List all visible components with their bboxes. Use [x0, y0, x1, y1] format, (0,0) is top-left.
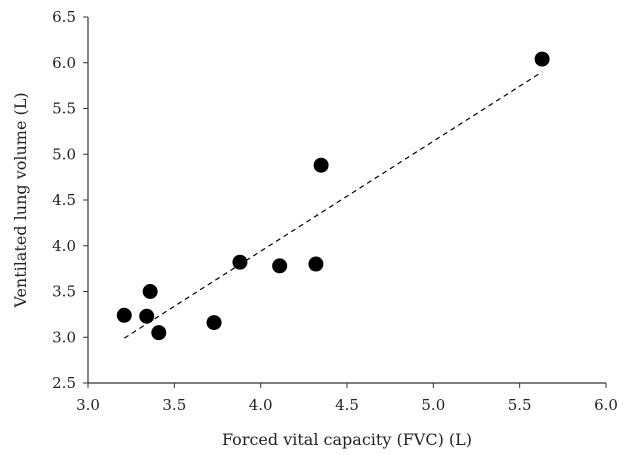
x-tick-label: 5.5	[508, 396, 532, 414]
data-point	[272, 258, 288, 274]
y-tick-label: 5.0	[52, 145, 76, 163]
y-axis-ticks: 2.5 3.0 3.5 4.0 4.5 5.0 5.5 6.0 6.5	[52, 8, 88, 392]
y-tick-label: 2.5	[52, 374, 76, 392]
trendline	[123, 71, 543, 339]
y-tick-label: 5.5	[52, 100, 76, 118]
x-tick-label: 4.5	[335, 396, 359, 414]
y-tick-label: 6.5	[52, 8, 76, 26]
data-point	[313, 157, 329, 173]
x-tick-label: 3.5	[162, 396, 186, 414]
y-tick-label: 4.0	[52, 237, 76, 255]
data-points	[116, 51, 550, 341]
x-tick-label: 6.0	[594, 396, 618, 414]
x-axis-ticks: 3.0 3.5 4.0 4.5 5.0 5.5 6.0	[76, 383, 618, 414]
data-point	[232, 254, 248, 270]
y-tick-label: 3.0	[52, 328, 76, 346]
data-point	[142, 284, 158, 299]
data-point	[534, 51, 550, 67]
data-point	[151, 325, 167, 341]
y-tick-label: 3.5	[52, 283, 76, 301]
data-point	[206, 315, 222, 331]
data-point	[308, 256, 324, 272]
data-point	[116, 307, 132, 323]
y-axis-title: Ventilated lung volume (L)	[11, 92, 30, 308]
y-tick-label: 6.0	[52, 54, 76, 72]
x-tick-label: 5.0	[421, 396, 445, 414]
x-tick-label: 4.0	[249, 396, 273, 414]
y-tick-label: 4.5	[52, 191, 76, 209]
trendline-group	[123, 71, 543, 339]
x-axis-title: Forced vital capacity (FVC) (L)	[222, 430, 472, 449]
axes	[87, 17, 606, 384]
data-point	[139, 308, 155, 324]
x-tick-label: 3.0	[76, 396, 100, 414]
